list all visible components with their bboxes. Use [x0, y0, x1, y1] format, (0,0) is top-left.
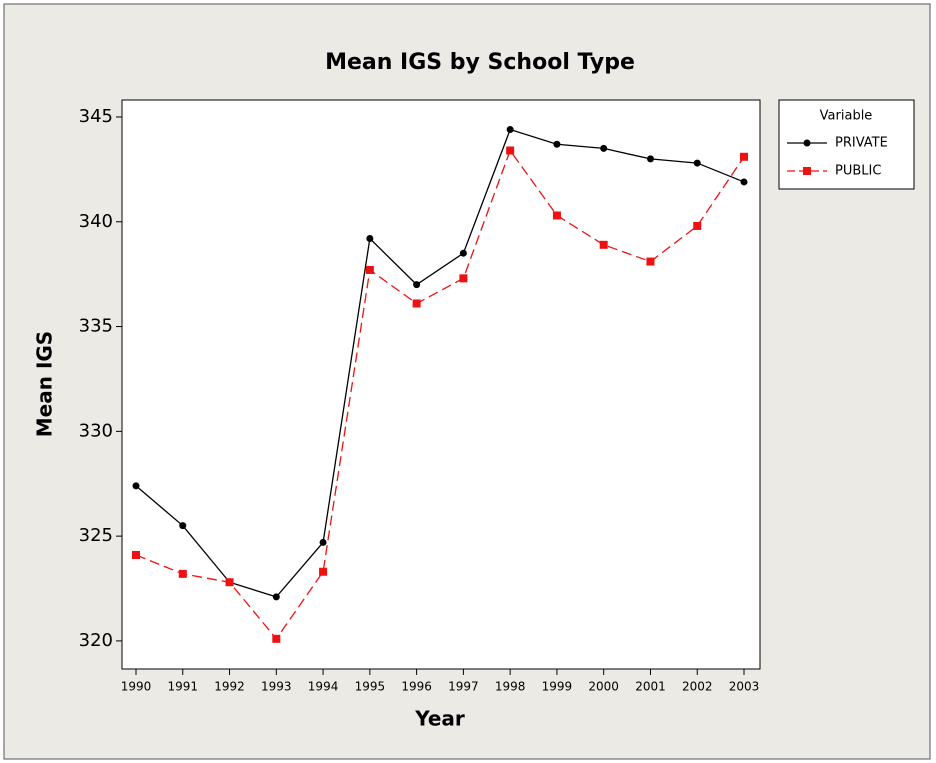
- x-tick-label: 1994: [308, 680, 339, 694]
- plot-area: [121, 99, 761, 670]
- point: [646, 155, 654, 163]
- point: [693, 221, 702, 230]
- point: [599, 240, 608, 249]
- point: [803, 139, 811, 147]
- line: [135, 128, 745, 598]
- x-tick-label: 1996: [401, 680, 432, 694]
- chart-title: Mean IGS by School Type: [325, 50, 635, 75]
- point: [506, 146, 515, 155]
- x-tick-label: 1999: [542, 680, 573, 694]
- point: [412, 299, 421, 308]
- point: [459, 274, 468, 283]
- y-tick-label: 320: [79, 630, 113, 651]
- point: [552, 211, 561, 220]
- point: [553, 140, 561, 148]
- line: [135, 149, 745, 640]
- point: [646, 257, 655, 266]
- point: [366, 235, 374, 243]
- point: [179, 522, 187, 530]
- y-axis-label: Mean IGS: [33, 331, 57, 437]
- x-tick-label: 1993: [261, 680, 292, 694]
- x-tick-label: 1998: [495, 680, 526, 694]
- point: [132, 550, 140, 559]
- x-tick-label: 1991: [167, 680, 198, 694]
- x-tick-label: 2000: [588, 680, 619, 694]
- x-tick-label: 2003: [729, 680, 760, 694]
- point: [178, 569, 187, 578]
- legend-label: PRIVATE: [835, 136, 888, 151]
- point: [693, 159, 701, 167]
- x-tick-label: 1997: [448, 680, 479, 694]
- legend: [778, 99, 915, 190]
- point: [319, 567, 328, 576]
- point: [740, 152, 748, 161]
- point: [365, 265, 374, 274]
- y-tick-label: 330: [79, 420, 113, 441]
- x-tick-label: 1995: [355, 680, 386, 694]
- point: [459, 249, 467, 257]
- x-tick-label: 2002: [682, 680, 713, 694]
- point: [506, 126, 514, 134]
- point: [740, 178, 748, 186]
- point: [803, 167, 811, 175]
- point: [225, 578, 234, 587]
- x-tick-label: 2001: [635, 680, 666, 694]
- x-axis-label: Year: [414, 707, 465, 731]
- point: [319, 538, 327, 546]
- y-tick-label: 335: [79, 316, 113, 337]
- point: [272, 634, 281, 643]
- y-tick-label: 340: [79, 211, 113, 232]
- legend-title: Variable: [820, 109, 873, 124]
- point: [600, 144, 608, 152]
- x-tick-label: 1990: [121, 680, 152, 694]
- point: [413, 281, 421, 289]
- y-tick-label: 325: [79, 525, 113, 546]
- y-tick-label: 345: [79, 106, 113, 127]
- point: [272, 593, 280, 601]
- legend-label: PUBLIC: [835, 164, 881, 179]
- x-tick-label: 1992: [214, 680, 245, 694]
- point: [132, 482, 140, 490]
